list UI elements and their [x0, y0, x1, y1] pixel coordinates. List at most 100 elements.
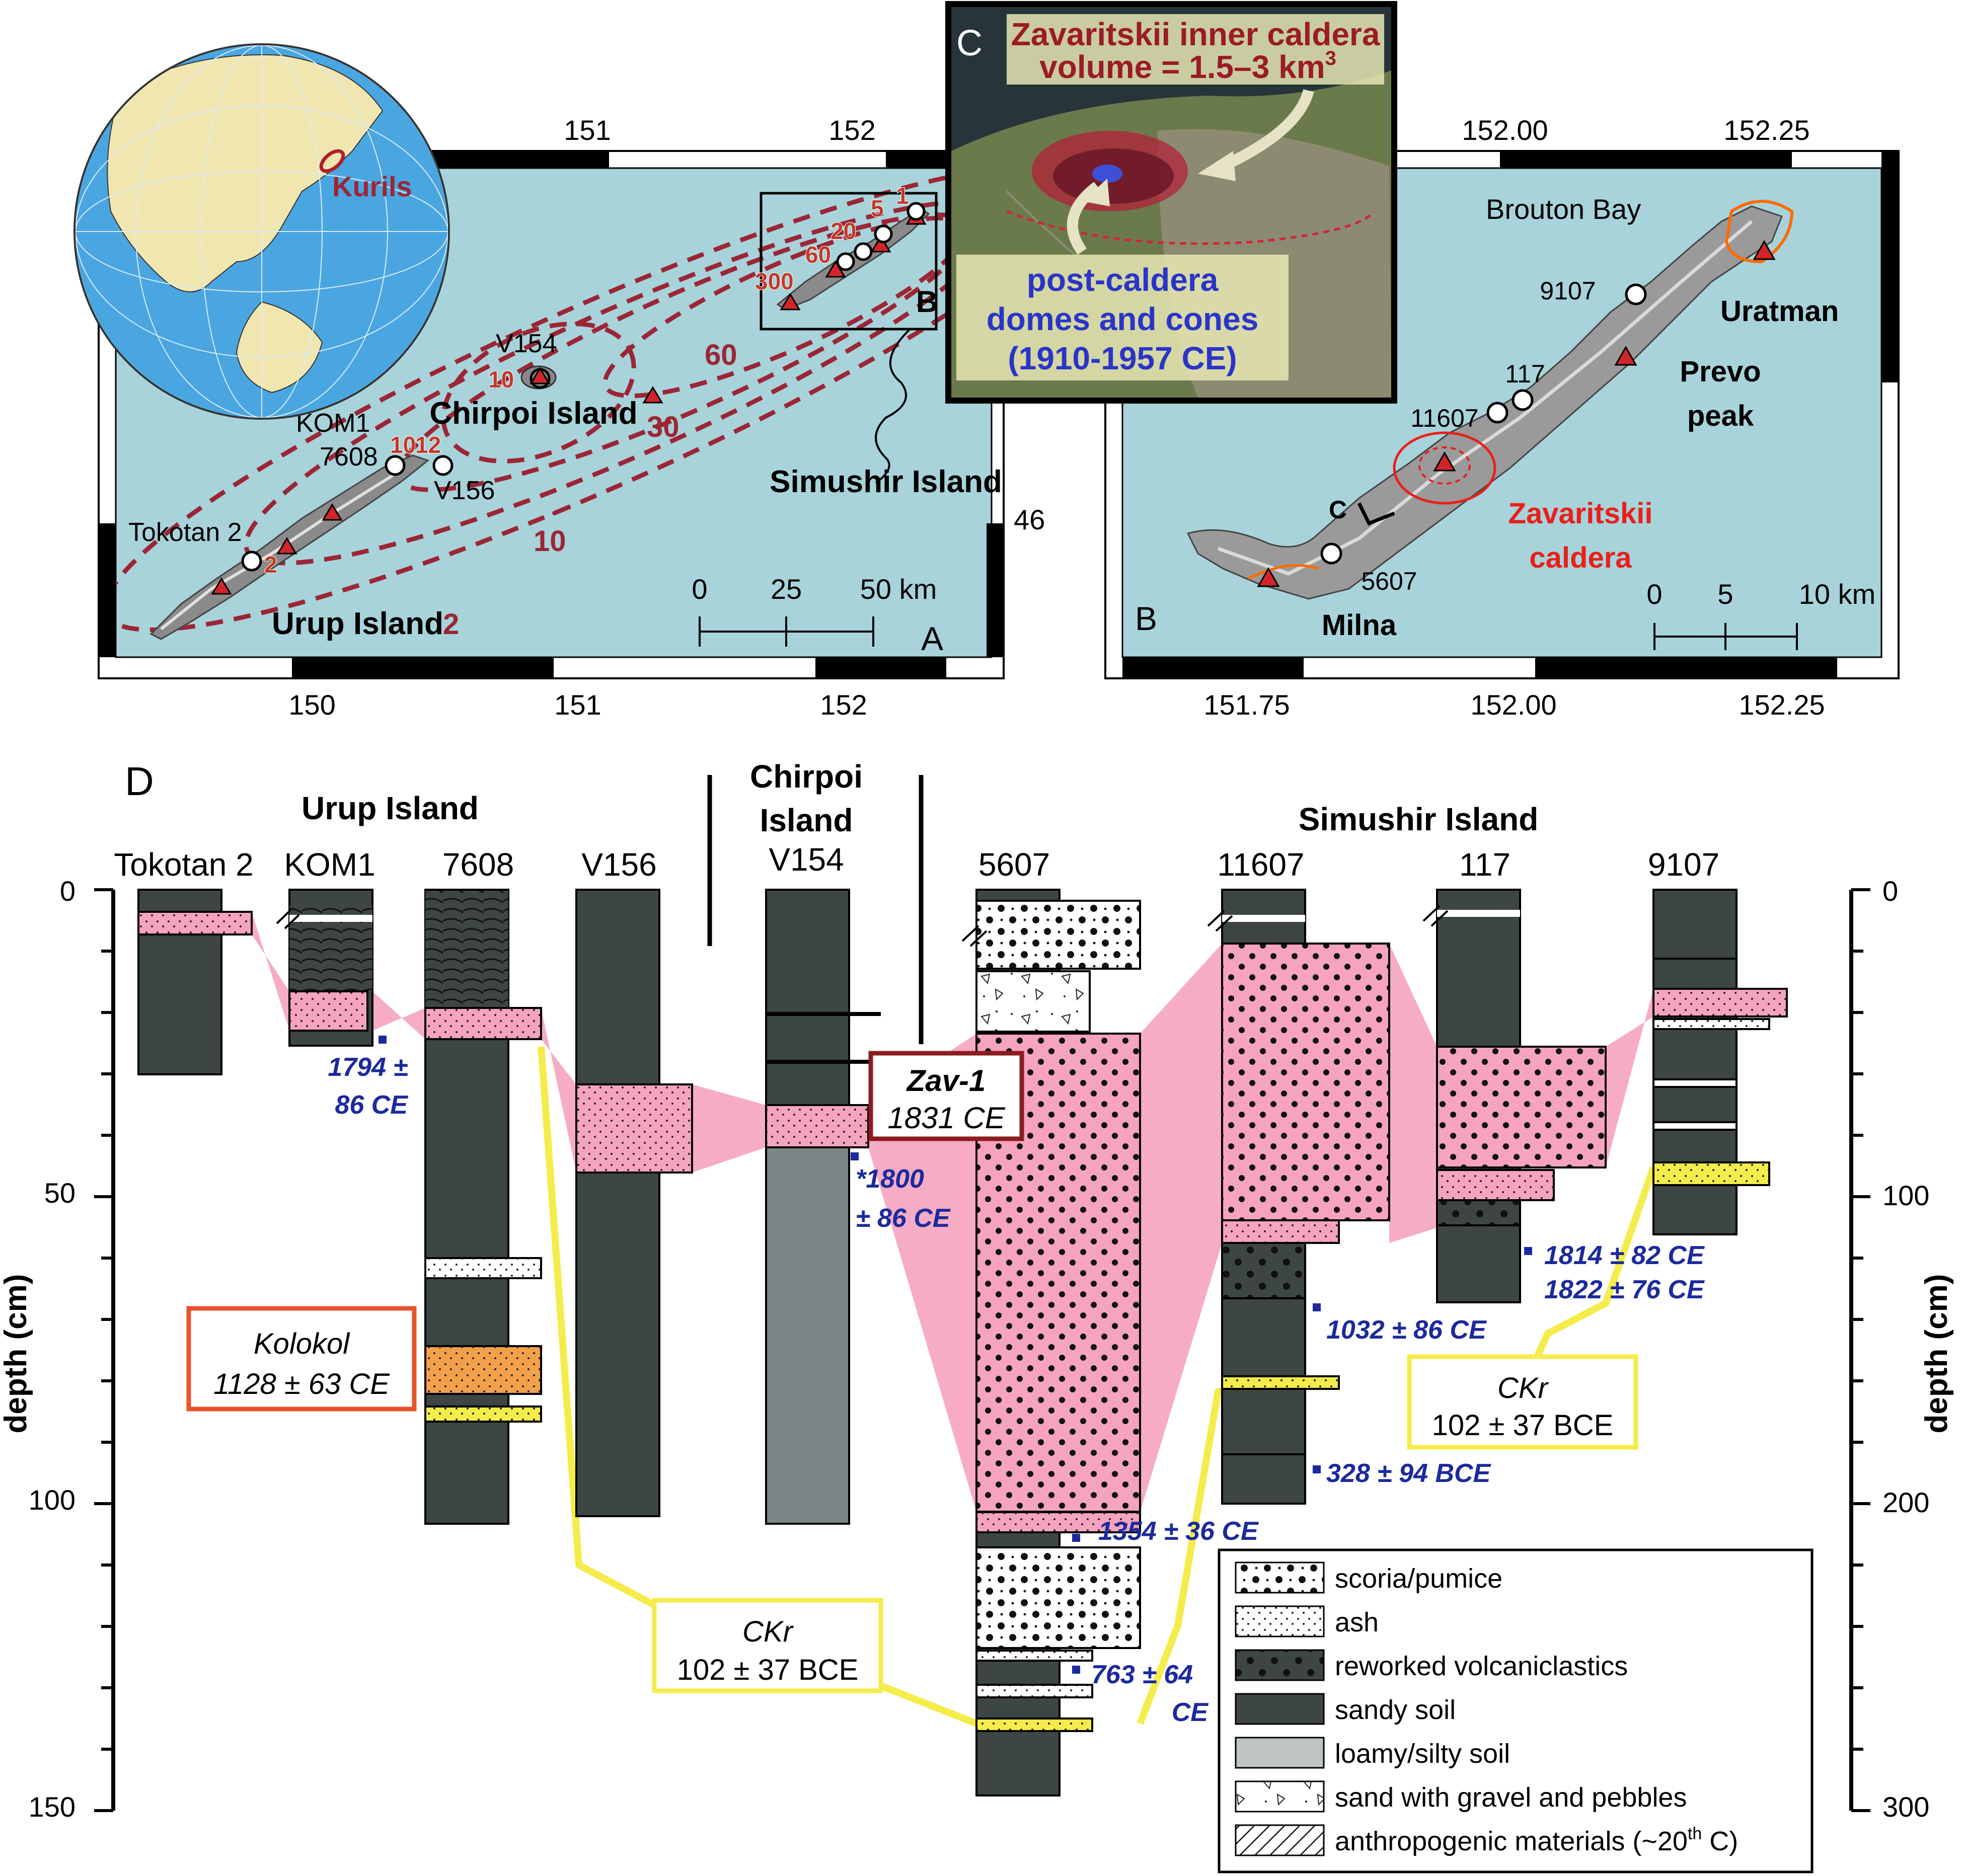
kurils-label: Kurils — [332, 171, 412, 202]
column-header: V154 — [769, 841, 844, 878]
thickness-label: 5 — [871, 195, 884, 221]
zavaritskii-caldera-rim — [1393, 431, 1496, 505]
site-circle — [854, 242, 873, 261]
legend-labels: scoria/pumice ash reworked volcaniclasti… — [1335, 1564, 1738, 1856]
caldera-title: Zavaritskii inner caldera — [1011, 16, 1380, 52]
layer-ash — [1652, 988, 1788, 1018]
ckr-right-name: CKr — [1497, 1372, 1549, 1404]
legend-label: reworked volcaniclastics — [1335, 1651, 1628, 1681]
legend-label: sandy soil — [1335, 1695, 1456, 1725]
lon-bottom-151-75: 151.75 — [1203, 689, 1290, 721]
caldera-callout-bg — [1007, 14, 1384, 85]
layer-ash — [975, 1511, 1141, 1533]
layer-scoria-pink — [1221, 943, 1390, 1221]
volcano-triangle — [1433, 451, 1456, 472]
right-tick-label: 100 — [1882, 1180, 1929, 1211]
kurils-marker — [319, 149, 345, 173]
frame-bar — [99, 523, 116, 657]
site-markers — [241, 202, 926, 572]
group-label-chirpoi-2: Island — [760, 802, 853, 838]
ckr-left-name: CKr — [742, 1615, 794, 1648]
scale-0: 0 — [692, 573, 707, 605]
simushir-island-label: Simushir Island — [770, 464, 1002, 499]
lon-top-152-00: 152.00 — [1462, 114, 1548, 146]
right-depth-axis: 0 100 200 300 depth (cm) — [1849, 875, 1954, 1823]
legend-label: ash — [1335, 1607, 1379, 1637]
thickness-labels: 1 5 20 60 300 10 10 12 2 — [264, 182, 910, 578]
layer-ckr — [975, 1717, 1093, 1732]
simushir-ridge — [1217, 220, 1753, 576]
date-kom1-1: 1794 ± — [328, 1053, 408, 1082]
site-markers-b — [1320, 283, 1647, 565]
zav1-date: 1831 CE — [887, 1101, 1005, 1135]
date-v154-2: ± 86 CE — [856, 1204, 951, 1233]
column-header: 11607 — [1217, 846, 1304, 883]
zav1-box: Zav-1 1831 CE — [868, 1051, 1024, 1141]
layer-loam — [765, 1140, 850, 1525]
legend-swatch-anthro — [1235, 1824, 1325, 1856]
panel-label-c: C — [956, 23, 983, 63]
scale-50: 50 km — [860, 573, 937, 605]
right-tick-label: 0 — [1882, 875, 1898, 907]
kolokol-box: Kolokol 1128 ± 63 CE — [186, 1306, 417, 1412]
isopach-labels: 2 10 30 60 — [443, 339, 737, 641]
ckr-left-date: 102 ± 37 BCE — [677, 1654, 859, 1686]
site-label-9107: 9107 — [1540, 277, 1596, 305]
site-label-11607: 11607 — [1410, 404, 1478, 432]
zav1-name: Zav-1 — [906, 1064, 986, 1098]
panel-b-scalebar: 0 5 10 km — [1646, 578, 1875, 650]
date-11607-a: 1032 ± 86 CE — [1326, 1315, 1487, 1345]
layer-white-ash — [424, 1257, 542, 1279]
legend-swatch-scoria — [1235, 1561, 1325, 1594]
layer-kolokol — [424, 1345, 542, 1395]
asia-landmass — [107, 54, 384, 292]
layer-white — [1652, 1078, 1738, 1088]
lon-top-152: 152 — [828, 114, 875, 146]
column-header: 7608 — [442, 846, 514, 883]
legend: scoria/pumice ash reworked volcaniclasti… — [1218, 1548, 1814, 1873]
layer-ckr — [1221, 1375, 1340, 1390]
column-headers: Tokotan 2 KOM1 7608 V156 V154 5607 11607… — [114, 841, 1719, 883]
layer-scoria-white — [975, 1546, 1141, 1649]
date-5607-b-1: 763 ± 64 — [1091, 1660, 1193, 1689]
australia-landmass — [236, 301, 323, 394]
lon-bottom-151: 151 — [554, 689, 601, 721]
scale-25: 25 — [771, 573, 802, 605]
frame-bar — [815, 657, 946, 678]
site-label-v154: V154 — [496, 329, 557, 358]
urup-ridge — [160, 474, 394, 631]
lon-bottom-150: 150 — [288, 689, 335, 721]
layer-gravel — [975, 970, 1091, 1033]
thickness-label: 10 — [390, 432, 416, 458]
lat-label-46: 46 — [1014, 504, 1045, 535]
layer-scoria-pink — [1436, 1046, 1607, 1168]
legend-label-anthro: anthropogenic materials (~20th C) — [1335, 1824, 1738, 1856]
arrow-caldera — [1221, 89, 1314, 171]
caldera-volume: volume = 1.5–3 km3 — [1039, 47, 1336, 85]
layer-white-ash — [1652, 1018, 1770, 1030]
view-label-c: C — [1329, 496, 1347, 524]
layer-scoria-white — [975, 900, 1141, 970]
leader-line — [875, 328, 911, 484]
site-label-5607: 5607 — [1361, 567, 1417, 595]
urup-island-label: Urup Island — [272, 606, 443, 641]
frame-bar — [1500, 151, 1792, 168]
chirpoi-island-label: Chirpoi Island — [429, 396, 637, 431]
legend-swatches — [1235, 1561, 1325, 1856]
layer-ckr — [424, 1405, 542, 1423]
volcano-triangle — [211, 577, 232, 595]
graticule — [76, 45, 448, 418]
uratman-caldera-rim — [1724, 200, 1794, 264]
view-direction-c — [1357, 502, 1395, 526]
thickness-label: 12 — [415, 432, 441, 458]
site-circle-9107 — [1625, 283, 1647, 305]
arrow-domes — [1067, 182, 1101, 255]
legend-swatch-loamy — [1235, 1737, 1325, 1769]
frame-bar — [1535, 657, 1837, 678]
thickness-label: 10 — [488, 366, 514, 393]
site-circle-7608 — [385, 455, 406, 476]
layer-ash — [1436, 1169, 1555, 1201]
volcano-triangle — [870, 235, 891, 253]
layer-reworked — [1436, 1199, 1521, 1226]
site-label-tokotan: Tokotan 2 — [128, 518, 242, 547]
